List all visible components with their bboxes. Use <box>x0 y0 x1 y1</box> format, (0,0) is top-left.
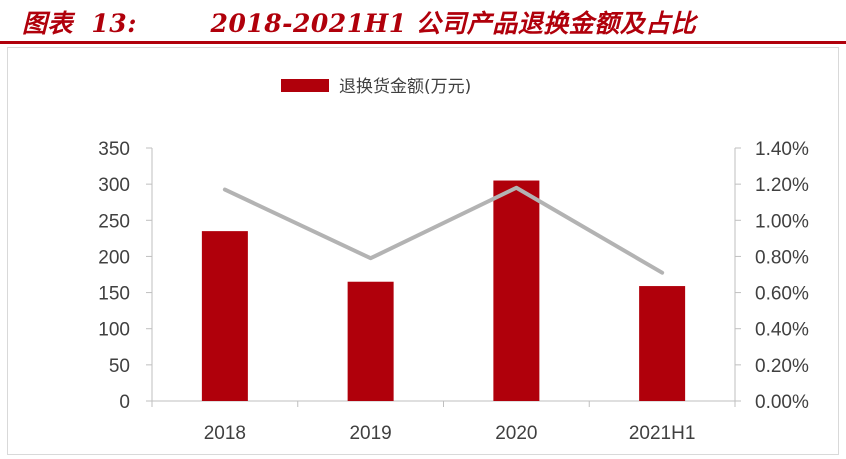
x-tick-label: 2021H1 <box>629 423 696 444</box>
left-tick-label: 100 <box>98 320 130 341</box>
bar-2018 <box>201 231 248 401</box>
figure-header: 图表 13: 2018-2021H1 公司产品退换金额及占比 <box>0 0 846 44</box>
right-tick-label: 0.80% <box>755 247 809 268</box>
left-tick-label: 0 <box>119 392 130 413</box>
ratio-line-series <box>222 185 665 275</box>
left-tick-label: 350 <box>98 139 130 160</box>
right-tick-label: 1.20% <box>755 175 809 196</box>
legend-swatch <box>281 79 329 92</box>
bar-2021H1 <box>639 286 686 401</box>
legend-label: 退换货金额(万元) <box>339 77 471 97</box>
left-tick-label: 50 <box>109 356 130 377</box>
bar-2019 <box>347 281 394 401</box>
left-tick-label: 250 <box>98 211 130 232</box>
right-tick-label: 0.00% <box>755 392 809 413</box>
title-divider <box>0 41 846 44</box>
right-tick-label: 0.40% <box>755 320 809 341</box>
chart-frame <box>7 47 839 455</box>
x-tick-label: 2019 <box>349 423 391 444</box>
left-tick-label: 300 <box>98 175 130 196</box>
left-tick-label: 150 <box>98 284 130 305</box>
bar-2020 <box>493 180 540 401</box>
right-tick-label: 1.00% <box>755 211 809 232</box>
right-tick-label: 1.40% <box>755 139 809 160</box>
right-tick-label: 0.20% <box>755 356 809 377</box>
figure-title: 图表 13: 2018-2021H1 公司产品退换金额及占比 <box>22 9 697 38</box>
right-tick-label: 0.60% <box>755 284 809 305</box>
x-tick-label: 2018 <box>204 423 246 444</box>
x-tick-label: 2020 <box>495 423 537 444</box>
left-tick-label: 200 <box>98 247 130 268</box>
